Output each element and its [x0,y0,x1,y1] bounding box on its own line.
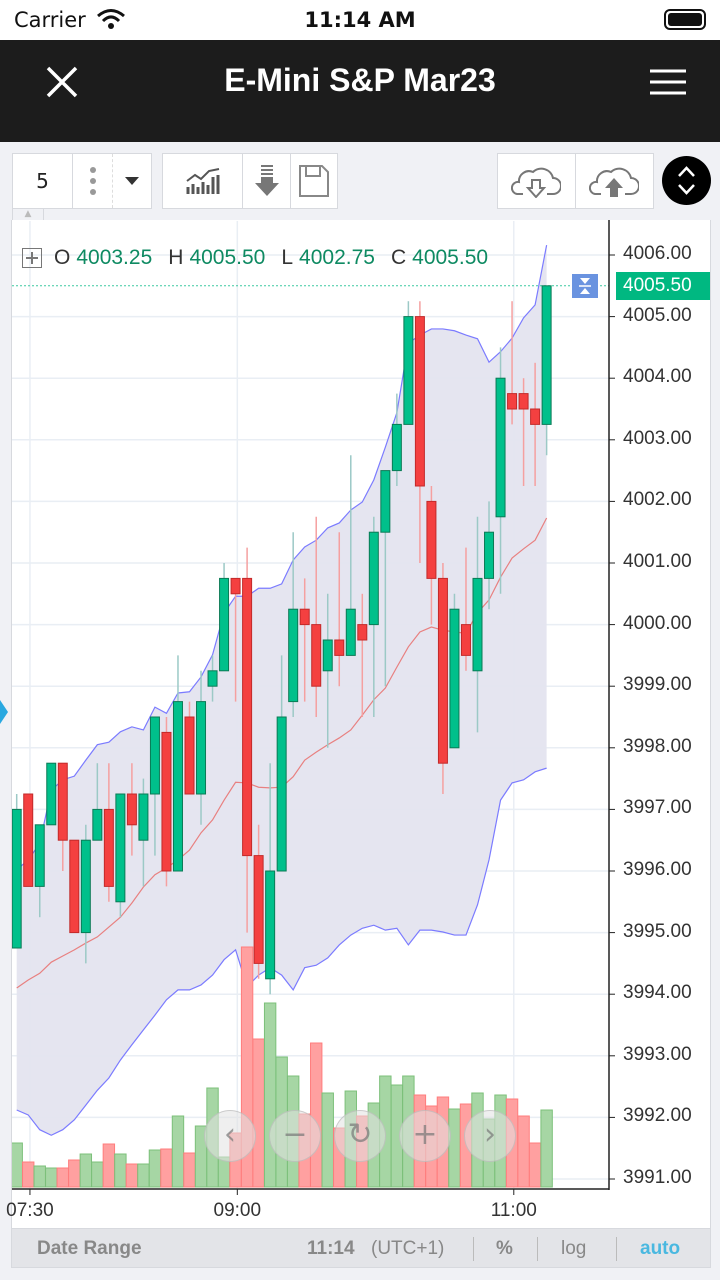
x-tick-label: 09:00 [213,1200,262,1221]
price-line-toggle-icon[interactable] [572,274,598,298]
reset-button[interactable]: ↻ [334,1110,386,1162]
zoom-out-button[interactable]: − [269,1110,321,1162]
log-toggle[interactable]: log [561,1238,587,1259]
close-value: 4005.50 [412,246,489,269]
app-header: E-Mini S&P Mar23 [0,40,720,142]
cloud-toolbar [497,153,654,209]
clock: 11:14 AM [304,8,416,32]
hamburger-menu-icon[interactable] [650,68,686,96]
y-tick-label: 3991.00 [623,1167,692,1188]
collapse-icon[interactable] [662,156,711,205]
y-tick-label: 4004.00 [623,366,692,388]
studies-icon[interactable] [163,154,243,208]
divider [537,1237,538,1261]
clock-readout: 11:14 [307,1238,355,1259]
y-tick-label: 3992.00 [623,1105,692,1127]
close-label: C [390,246,407,269]
ohlc-legend: O 4003.25 H 4005.50 L 4002.75 C 4005.50 [22,246,498,270]
x-tick-label: 07:30 [6,1200,54,1221]
high-label: H [168,246,184,269]
low-label: L [281,246,294,269]
high-value: 4005.50 [189,246,266,269]
wifi-icon [97,9,125,29]
y-tick-label: 4006.00 [623,243,692,264]
chart-footer: Date Range 11:14 (UTC+1) % log auto [11,1228,711,1268]
y-tick-label: 4000.00 [623,612,692,634]
page-title: E-Mini S&P Mar23 [224,62,496,98]
chart-panel [11,220,711,1228]
timezone-button[interactable]: (UTC+1) [371,1238,445,1259]
auto-scale-toggle[interactable]: auto [640,1238,681,1259]
current-price-label: 4005.50 [616,272,710,300]
divider [616,1237,617,1261]
battery-icon [664,9,706,30]
pan-left-button[interactable]: ‹ [204,1110,256,1162]
close-icon[interactable] [42,62,82,102]
open-value: 4003.25 [76,246,153,269]
open-label: O [54,246,71,269]
dropdown-icon[interactable] [113,154,151,208]
y-tick-label: 3997.00 [623,797,692,819]
y-tick-label: 3996.00 [623,859,692,880]
y-tick-label: 3998.00 [623,735,692,757]
interval-button[interactable]: 5 [13,154,73,208]
scroll-left-handle-icon[interactable] [0,700,8,724]
y-tick-label: 3999.00 [623,674,692,696]
divider [473,1237,474,1261]
percent-toggle[interactable]: % [496,1238,513,1259]
status-bar: Carrier 11:14 AM [0,0,720,40]
y-tick-label: 4002.00 [623,489,692,511]
cloud-upload-icon[interactable] [576,154,654,208]
cloud-download-icon[interactable] [498,154,576,208]
more-vertical-icon[interactable] [73,154,113,208]
date-range-button[interactable]: Date Range [37,1238,142,1259]
y-tick-label: 3993.00 [623,1043,692,1065]
y-tick-label: 3994.00 [623,982,692,1004]
zoom-in-button[interactable]: + [399,1110,451,1162]
low-value: 4002.75 [299,246,375,269]
y-tick-label: 4001.00 [623,551,692,572]
pan-right-button[interactable]: › [464,1110,516,1162]
tools-toolbar [162,153,338,209]
y-tick-label: 4003.00 [623,427,692,449]
y-tick-label: 3995.00 [623,920,692,942]
interval-toolbar: 5 [12,153,152,209]
download-arrow-icon[interactable] [243,154,291,208]
y-tick-label: 4005.00 [623,304,692,326]
save-icon[interactable] [291,154,337,208]
carrier-label: Carrier [14,8,86,32]
expand-legend-icon[interactable] [22,248,42,268]
x-tick-label: 11:00 [490,1200,537,1221]
